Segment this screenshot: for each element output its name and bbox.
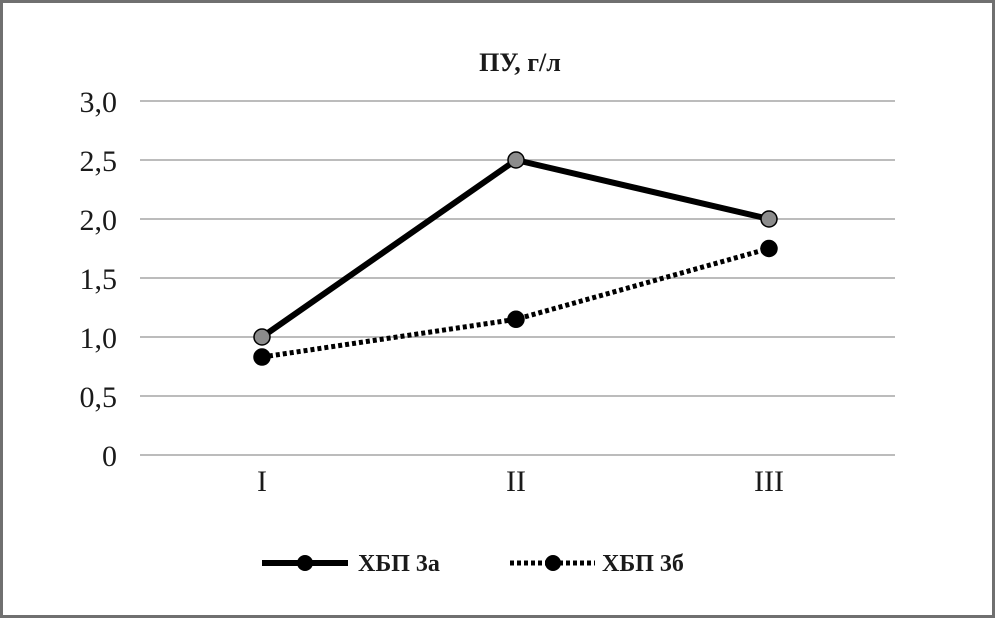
legend-label-2: ХБП 3б [602,551,684,577]
y-tick-label: 1,5 [80,263,118,296]
chart-title: ПУ, г/л [479,48,561,77]
x-tick-label: I [257,465,267,498]
data-point [253,348,271,366]
y-tick-label: 2,5 [80,145,118,178]
series-lines [253,151,778,366]
y-tick-label: 0,5 [80,381,118,414]
y-axis-ticks: 0 0,5 1,0 1,5 2,0 2,5 3,0 [80,86,118,473]
data-point [507,310,525,329]
x-tick-label: II [506,465,526,498]
legend-label-1: ХБП 3а [358,551,440,577]
data-point [253,328,271,346]
y-tick-label: 3,0 [80,86,118,119]
y-tick-label: 2,0 [80,204,118,237]
legend-marker-1 [297,555,313,571]
data-point [760,239,778,258]
x-tick-label: III [754,465,784,498]
legend: ХБП 3а ХБП 3б [262,551,684,577]
y-tick-label: 1,0 [80,322,118,355]
series-line-2 [261,246,770,360]
y-tick-label: 0 [102,440,117,473]
x-axis-ticks: I II III [257,465,784,498]
legend-marker-2 [545,555,561,571]
data-point [760,210,778,228]
data-point [507,151,525,169]
